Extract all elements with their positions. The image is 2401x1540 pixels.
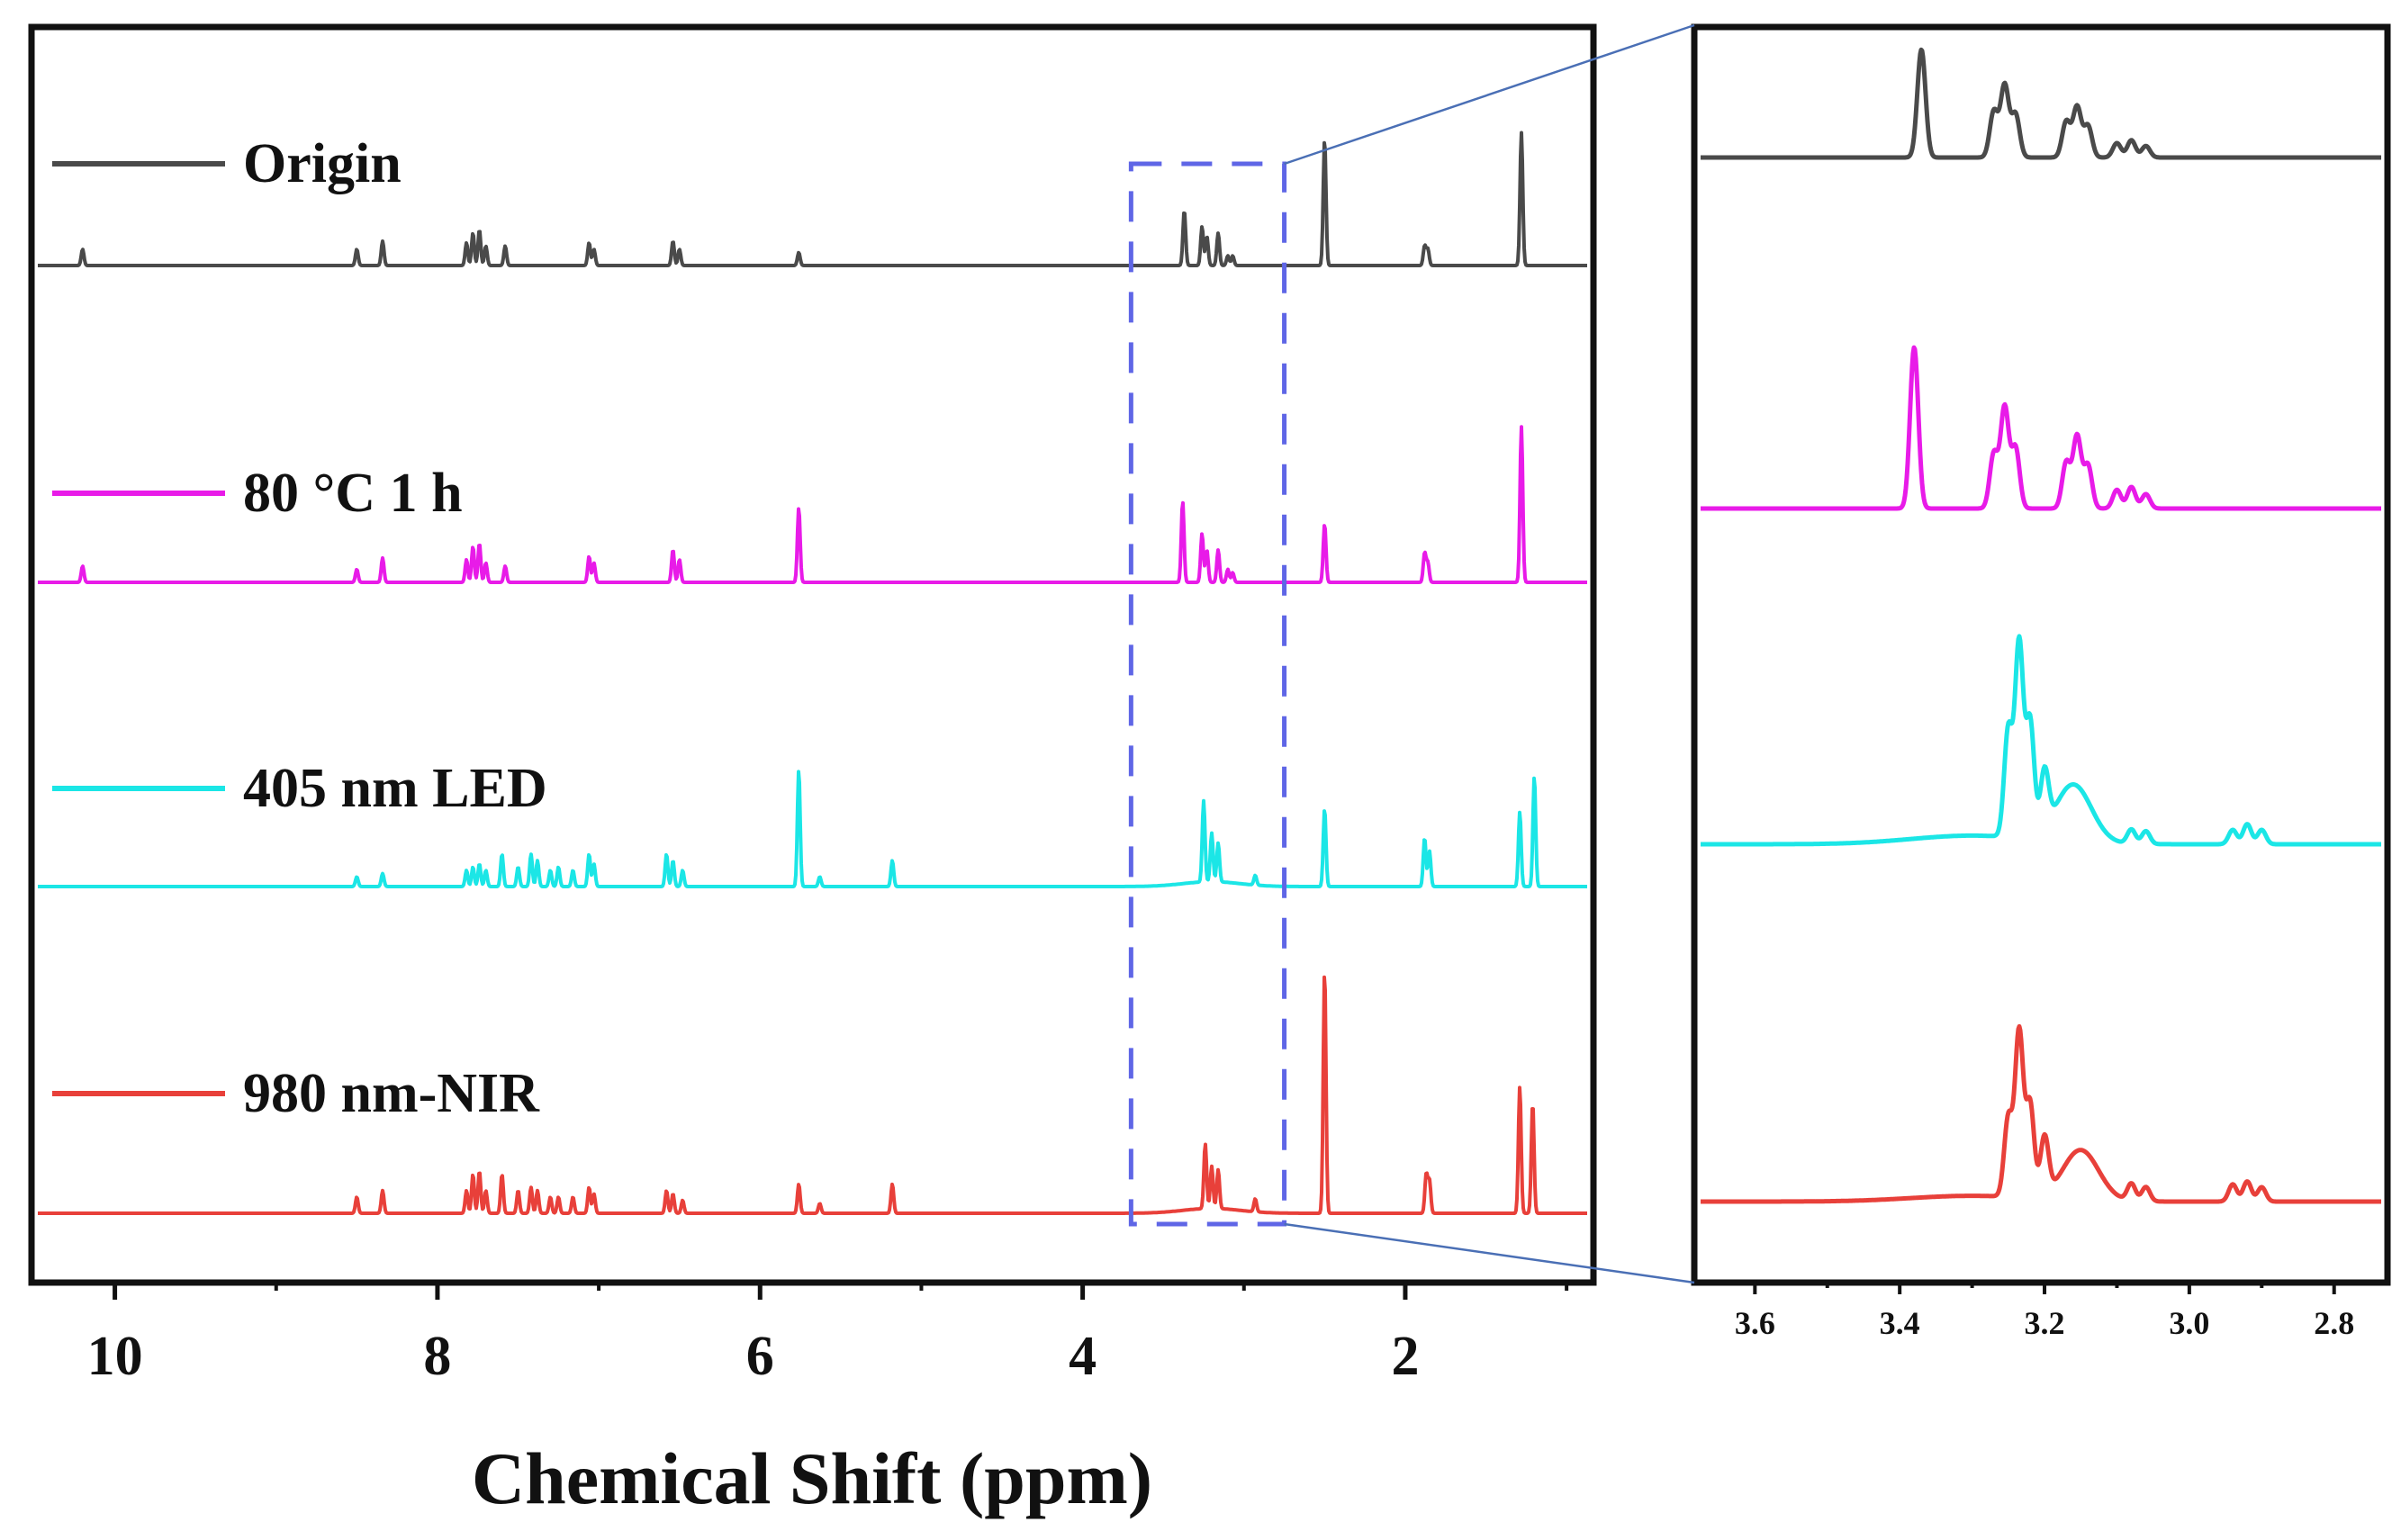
inset-tick-label-3.2: 3.2 [2025, 1305, 2065, 1341]
inset-trace-980-nm-nir [1699, 1023, 2383, 1204]
main-tick-label-4: 4 [1069, 1326, 1097, 1387]
main-spectrum-panel: Origin 80 °C 1 h 405 nm LED 980 nm-NIR 10 8 6… [28, 23, 1597, 1519]
main-tick-label-2: 2 [1391, 1326, 1419, 1387]
highlight-box [1128, 161, 1287, 1227]
highlight-region [1128, 161, 1287, 1227]
connector-line-bottom [1284, 1222, 1695, 1284]
trace-405-nm-led [37, 770, 1588, 888]
connector-line-top [1284, 23, 1695, 166]
inset-trace-origin [1699, 47, 2383, 160]
inset-panel-frame [1691, 23, 2391, 1286]
zoom-connector-lines [1284, 23, 1695, 1284]
main-x-axis: 10 8 6 4 2 [87, 1280, 1569, 1387]
inset-trace-405-nm-led [1699, 634, 2383, 847]
main-tick-label-8: 8 [423, 1326, 451, 1387]
legend-label-405-nm-led: 405 nm LED [243, 758, 547, 819]
legend-label-80-c-1-h: 80 °C 1 h [243, 463, 463, 524]
legend-label-980-nm-nir: 980 nm-NIR [243, 1063, 540, 1124]
inset-tick-label-2.8: 2.8 [2314, 1305, 2354, 1341]
inset-tick-label-3.4: 3.4 [1880, 1305, 1920, 1341]
main-panel-frame [28, 23, 1597, 1286]
main-tick-label-6: 6 [746, 1326, 774, 1387]
zoom-inset-panel: 3.6 3.4 3.2 3.0 2.8 [1691, 23, 2391, 1341]
legend-label-origin: Origin [243, 133, 402, 194]
main-tick-label-10: 10 [87, 1326, 143, 1387]
x-axis-title: Chemical Shift (ppm) [472, 1437, 1152, 1519]
inset-tick-label-3: 3.0 [2169, 1305, 2209, 1341]
legend: Origin 80 °C 1 h 405 nm LED 980 nm-NIR [52, 133, 547, 1124]
inset-spectrum-traces [1699, 47, 2383, 1204]
trace-origin [37, 131, 1588, 267]
inset-x-axis: 3.6 3.4 3.2 3.0 2.8 [1735, 1280, 2354, 1341]
inset-tick-label-3.6: 3.6 [1735, 1305, 1775, 1341]
trace-980-nm-nir [37, 975, 1588, 1215]
inset-trace-80-c-1-h [1699, 345, 2383, 511]
main-spectrum-traces [37, 131, 1588, 1215]
trace-80-c-1-h [37, 425, 1588, 584]
